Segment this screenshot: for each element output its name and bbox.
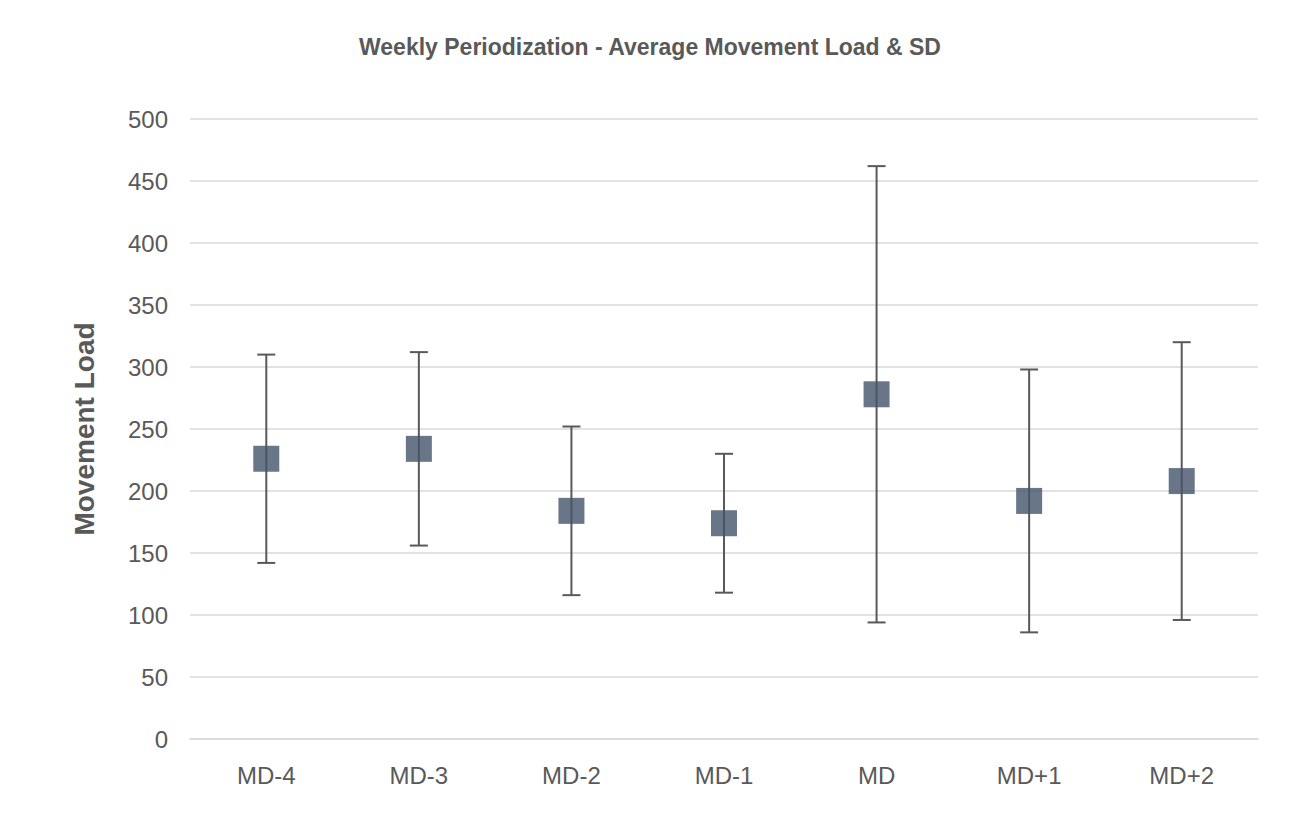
svg-text:0: 0 — [155, 726, 168, 753]
svg-text:MD+2: MD+2 — [1149, 762, 1214, 789]
svg-text:200: 200 — [128, 478, 168, 505]
svg-text:Movement Load: Movement Load — [69, 322, 100, 535]
svg-text:400: 400 — [128, 230, 168, 257]
svg-text:MD+1: MD+1 — [997, 762, 1062, 789]
svg-text:MD-1: MD-1 — [695, 762, 754, 789]
svg-text:300: 300 — [128, 354, 168, 381]
svg-text:250: 250 — [128, 416, 168, 443]
svg-text:450: 450 — [128, 168, 168, 195]
svg-text:500: 500 — [128, 106, 168, 133]
svg-text:MD-3: MD-3 — [390, 762, 449, 789]
svg-text:150: 150 — [128, 540, 168, 567]
svg-text:Weekly Periodization - Average: Weekly Periodization - Average Movement … — [359, 34, 941, 60]
svg-text:MD: MD — [858, 762, 895, 789]
svg-text:50: 50 — [141, 664, 168, 691]
svg-text:100: 100 — [128, 602, 168, 629]
svg-text:MD-2: MD-2 — [542, 762, 601, 789]
svg-text:MD-4: MD-4 — [237, 762, 296, 789]
svg-text:350: 350 — [128, 292, 168, 319]
